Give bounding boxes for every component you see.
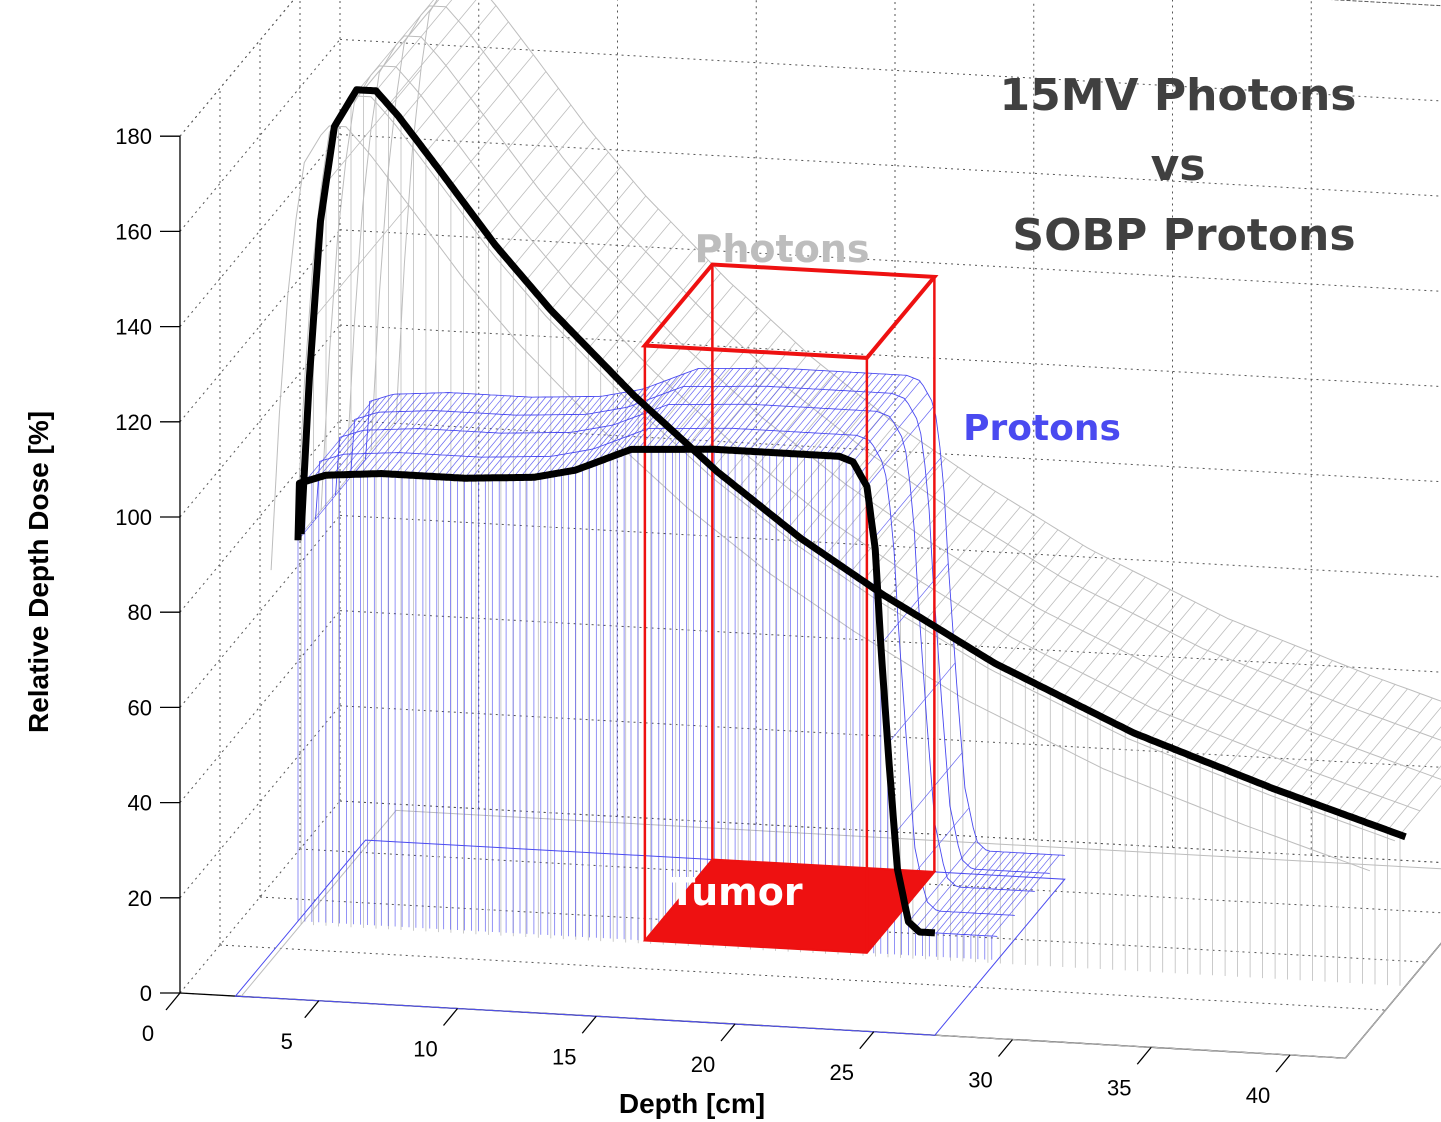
x-tick-mark-0 (165, 992, 181, 1011)
photon-contour-620 (395, 0, 1441, 702)
x-tick-label-10: 10 (413, 1037, 437, 1062)
grid-back-horizontal-140 (339, 134, 1441, 197)
x-tick-label-40: 40 (1246, 1083, 1270, 1108)
grid-floor-line-640 (339, 800, 1441, 863)
grid-back-horizontal-20 (339, 705, 1441, 768)
proton-contour-400 (335, 403, 1035, 892)
grid-back-horizontal-60 (339, 514, 1441, 578)
y-tick-label-180: 180 (115, 124, 152, 149)
photon-contour-220 (295, 95, 1396, 842)
grid-back-horizontal-100 (339, 324, 1441, 387)
photon-mesh-lines (300, 0, 1441, 986)
y-axis-title: Relative Depth Dose [%] (23, 411, 54, 733)
y-tick-label-0: 0 (140, 981, 152, 1006)
axes: 0 20 40 60 80 100 120 140 160 180 0 5 10 15 20 25 30 35 40 (115, 124, 1291, 1108)
proton-profile-curve (294, 445, 937, 937)
grid-side-horizontal-60 (179, 515, 341, 708)
y-tick-label-40: 40 (128, 791, 152, 816)
x-tick-label-5: 5 (281, 1029, 293, 1054)
proton-mesh-lines (297, 368, 1060, 960)
y-tick-label-80: 80 (128, 600, 152, 625)
grid-back-horizontal-160 (339, 38, 1441, 102)
chart-title-line-2: vs (1151, 140, 1206, 191)
grid-side-horizontal-40 (179, 610, 341, 803)
protons-series-label: Protons (963, 408, 1121, 449)
x-tick-mark-40 (1275, 1054, 1291, 1073)
grid-back-horizontal-40 (339, 610, 1441, 673)
x-tick-label-20: 20 (691, 1052, 715, 1077)
tumor-label: Tumor (669, 870, 803, 914)
y-tick-label-100: 100 (115, 505, 152, 530)
photon-contour-120 (270, 125, 1371, 872)
tumor-region (640, 262, 939, 954)
x-tick-mark-5 (304, 1000, 320, 1019)
y-tick-label-60: 60 (128, 695, 152, 720)
tumor-top (640, 262, 939, 360)
x-tick-label-30: 30 (968, 1068, 992, 1093)
grid-back-horizontal-80 (339, 419, 1441, 483)
photon-contour-520 (370, 5, 1441, 741)
photon-contour-420 (345, 35, 1441, 780)
x-tick-label-15: 15 (552, 1044, 576, 1069)
tumor-floor (642, 858, 937, 954)
chart-title-line-1: 15MV Photons (1000, 70, 1357, 121)
x-axis-title: Depth [cm] (619, 1088, 765, 1119)
depth-axis-line (1345, 942, 1441, 1059)
x-tick-mark-30 (997, 1039, 1014, 1057)
x-tick-mark-10 (442, 1008, 459, 1026)
chart-title-line-3: SOBP Protons (1012, 210, 1355, 261)
proton-floor (234, 839, 1066, 1036)
photon-contour-320 (320, 65, 1421, 812)
y-tick-label-20: 20 (128, 886, 152, 911)
x-tick-label-35: 35 (1107, 1075, 1131, 1100)
photons-series-label: Photons (695, 227, 870, 271)
profile-curves (294, 86, 1407, 937)
x-tick-mark-25 (859, 1031, 875, 1050)
grid-floor-line-160 (219, 944, 1386, 1011)
proton-contour-520 (365, 367, 1065, 856)
photon-profile-curve (297, 86, 1407, 841)
y-tick-label-140: 140 (115, 315, 152, 340)
x-tick-label-0: 0 (142, 1021, 154, 1046)
y-tick-label-120: 120 (115, 410, 152, 435)
grid-back-horizontal-180 (1330, 0, 1441, 7)
x-tick-mark-35 (1136, 1046, 1152, 1065)
x-tick-label-25: 25 (830, 1060, 854, 1085)
x-tick-mark-15 (581, 1015, 597, 1034)
x-tick-mark-20 (720, 1023, 736, 1042)
photon-floor (240, 809, 1441, 1059)
grid-back-horizontal-120 (339, 229, 1441, 292)
y-tick-label-160: 160 (115, 219, 152, 244)
